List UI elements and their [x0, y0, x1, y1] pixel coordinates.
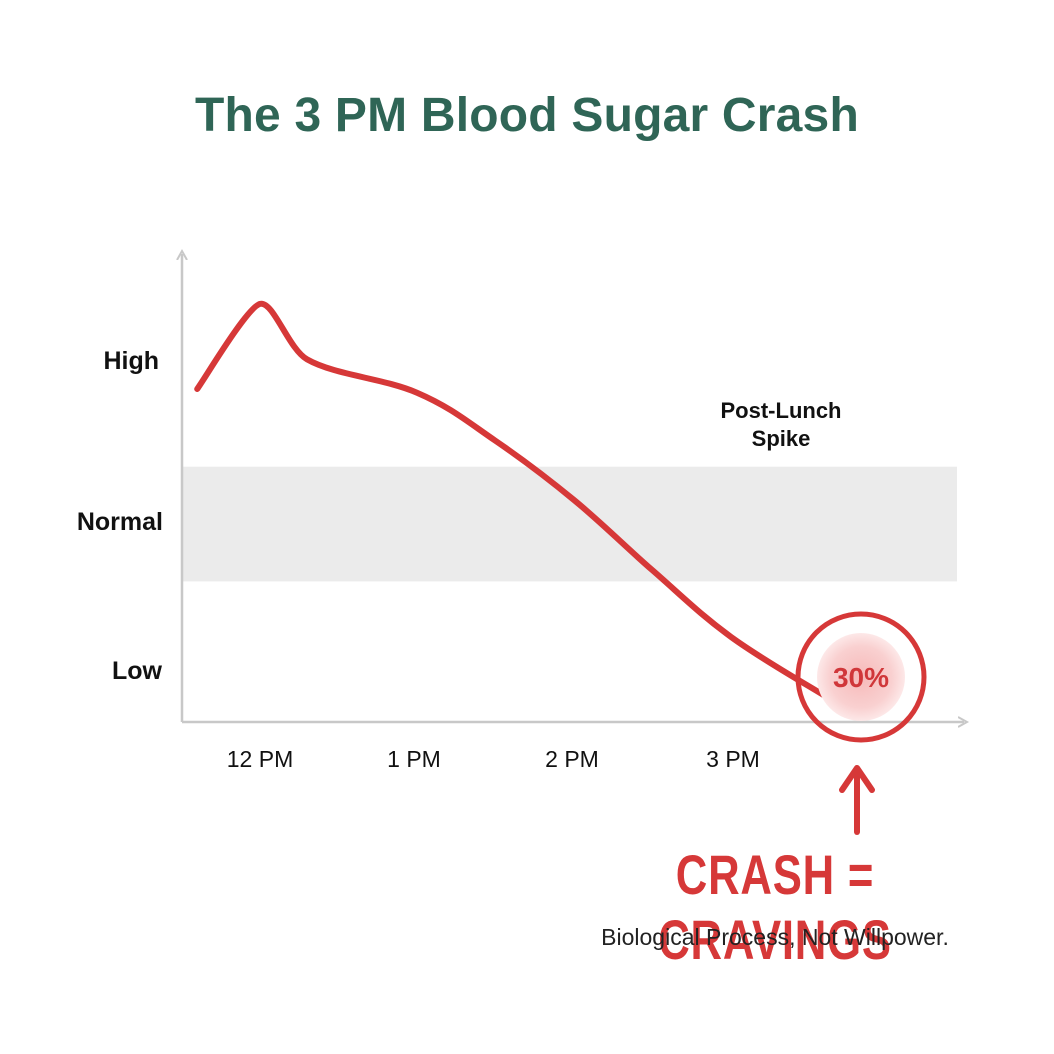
crash-highlight-ring: [795, 611, 927, 743]
crash-subtext: Biological Process, Not Willpower.: [601, 924, 949, 950]
x-tick-label-1pm: 1 PM: [387, 746, 441, 772]
y-tick-label-high: High: [103, 347, 159, 375]
crash-highlight-glow: [817, 633, 905, 721]
annotation-post-lunch: Post-Lunch: [721, 398, 842, 423]
normal-range-band: [183, 466, 957, 582]
x-tick-label-3pm: 3 PM: [706, 746, 760, 772]
series-line-blood-sugar: [194, 300, 829, 700]
annotation-spike: Spike: [752, 426, 811, 451]
x-tick-label-12pm: 12 PM: [227, 746, 293, 772]
crash-percent-label: 30%: [833, 662, 889, 693]
chart-title: The 3 PM Blood Sugar Crash: [195, 89, 859, 142]
x-tick-label-2pm: 2 PM: [545, 746, 599, 772]
y-tick-label-normal: Normal: [77, 508, 163, 536]
up-arrow-icon: [839, 765, 875, 835]
y-tick-label-low: Low: [112, 657, 163, 685]
crash-headline: CRASH = CRAVINGS: [658, 843, 892, 971]
